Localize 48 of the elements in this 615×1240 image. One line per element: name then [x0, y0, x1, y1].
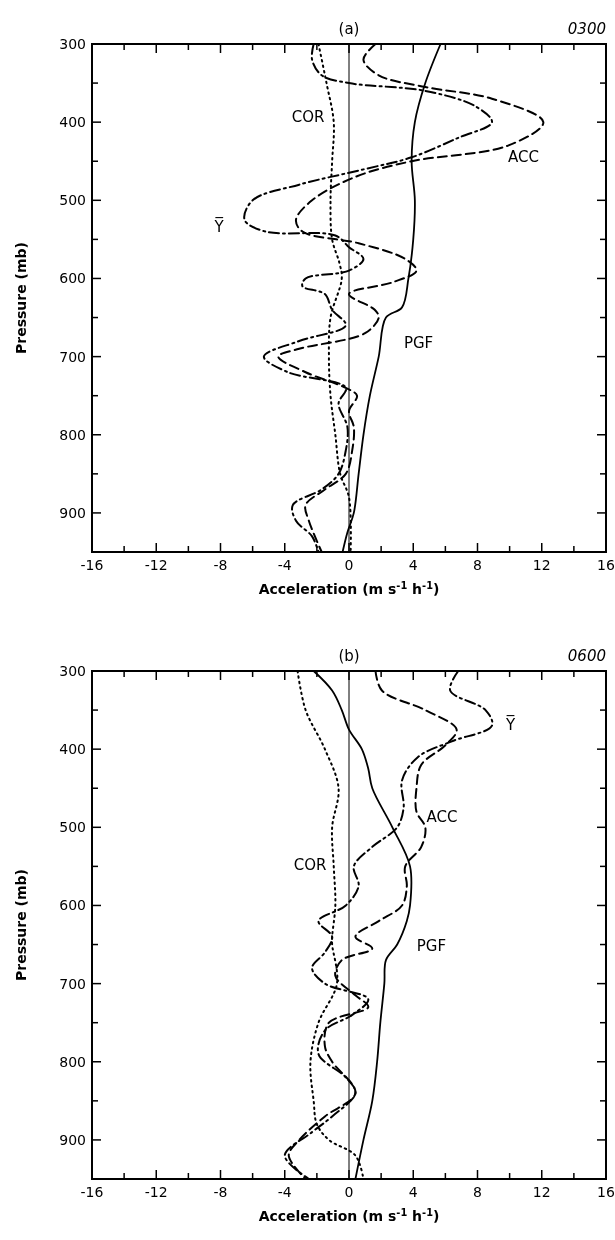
chart-title: (a)	[338, 20, 360, 38]
x-tick-label: -16	[80, 1184, 104, 1200]
y-tick-label: 400	[59, 741, 86, 758]
y-tick-label: 300	[59, 663, 86, 679]
x-tick-label: -16	[80, 557, 104, 573]
series-label: ACC	[426, 807, 458, 826]
x-tick-label: 8	[473, 557, 482, 573]
y-axis-title: Pressure (mb)	[13, 869, 29, 981]
y-tick-label: 800	[59, 426, 86, 443]
x-tick-label: 0	[344, 1184, 354, 1200]
y-tick-label: 500	[59, 819, 86, 836]
y-tick-label: 900	[59, 1131, 86, 1148]
x-axis-title: Acceleration (m s$^{-1}$ h$^{-1}$)	[258, 579, 440, 597]
y-tick-label: 600	[59, 897, 86, 914]
x-tick-label: 8	[473, 1184, 482, 1200]
y-axis-title: Pressure (mb)	[13, 242, 29, 354]
y-tick-label: 500	[59, 192, 86, 209]
x-tick-label: -8	[213, 557, 228, 573]
y-tick-label: 600	[59, 270, 86, 287]
x-tick-label: -12	[144, 557, 168, 573]
x-tick-label: 0	[344, 557, 354, 573]
series-label: Y̅	[213, 217, 225, 236]
x-tick-label: 16	[597, 1184, 615, 1200]
series-label: PGF	[403, 333, 434, 352]
x-axis-title: Acceleration (m s$^{-1}$ h$^{-1}$)	[258, 1206, 440, 1224]
x-tick-label: 4	[408, 1184, 418, 1200]
x-tick-label: -8	[213, 1184, 228, 1200]
y-tick-label: 700	[59, 975, 86, 992]
series-label: Y̅	[504, 714, 516, 734]
y-tick-label: 300	[59, 36, 86, 52]
series-label: COR	[291, 108, 325, 127]
series-label: COR	[293, 856, 327, 875]
y-tick-label: 900	[59, 504, 86, 521]
y-tick-label: 400	[59, 114, 86, 131]
x-tick-label: 12	[532, 1184, 551, 1200]
chart-subtitle: 0600	[567, 647, 606, 665]
x-tick-label: 16	[597, 557, 615, 573]
y-tick-label: 700	[59, 348, 86, 365]
x-tick-label: 12	[532, 557, 551, 573]
chart-title: (b)	[338, 647, 360, 665]
x-tick-label: 4	[408, 557, 418, 573]
x-tick-label: -4	[277, 1184, 292, 1200]
chart-subtitle: 0300	[567, 20, 606, 38]
series-label: PGF	[416, 937, 447, 956]
y-tick-label: 800	[59, 1053, 86, 1070]
x-tick-label: -4	[277, 557, 292, 573]
series-label: ACC	[508, 147, 539, 166]
x-tick-label: -12	[144, 1184, 168, 1200]
